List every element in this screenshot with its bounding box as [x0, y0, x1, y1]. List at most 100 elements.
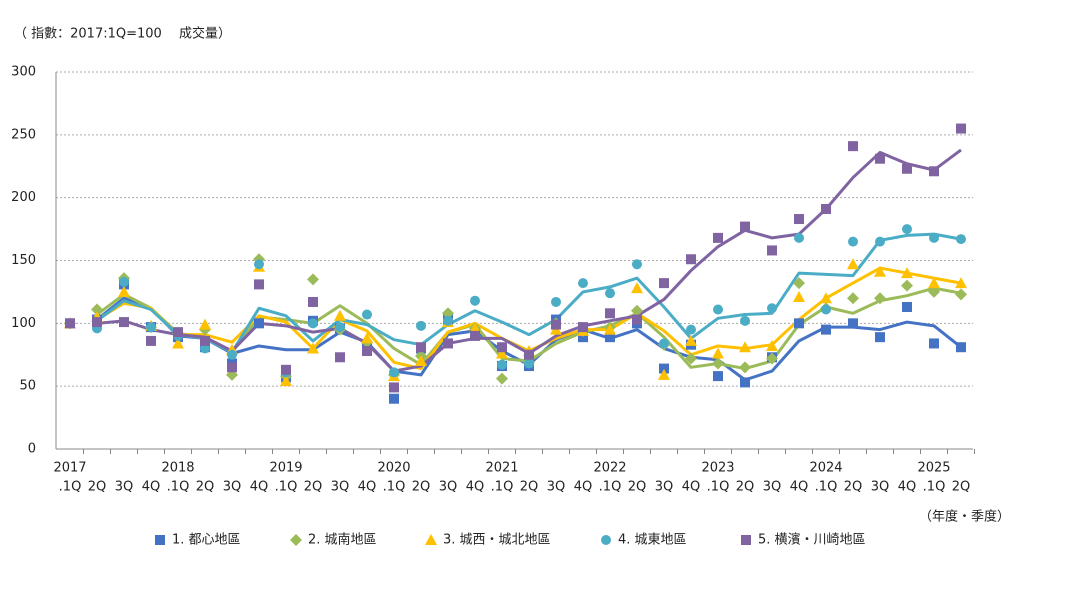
- marker: [902, 224, 912, 235]
- marker: [794, 214, 804, 225]
- x-tick-label: 4Q: [682, 480, 701, 495]
- y-tick-label: 150: [11, 253, 36, 268]
- marker: [955, 277, 967, 289]
- x-year-label: 2021: [485, 461, 518, 476]
- trend-line: [96, 232, 962, 354]
- marker: [767, 245, 777, 256]
- x-tick-label: 3Q: [115, 480, 134, 495]
- x-year-label: 2017: [53, 461, 86, 476]
- marker: [442, 307, 454, 320]
- x-tick-label: .1Q: [923, 480, 946, 495]
- x-tick-label: 3Q: [763, 480, 782, 495]
- x-tick-label: 4Q: [358, 480, 377, 495]
- marker: [227, 362, 237, 373]
- marker: [362, 309, 372, 320]
- marker: [901, 267, 913, 279]
- legend-entry: 1. 都心地區: [155, 533, 241, 548]
- x-year-label: 2025: [917, 461, 950, 476]
- marker: [766, 339, 778, 351]
- x-tick-label: .1Q: [491, 480, 514, 495]
- marker: [308, 318, 318, 329]
- marker: [928, 277, 940, 289]
- marker: [470, 330, 480, 341]
- marker: [604, 323, 616, 335]
- y-tick-label: 300: [11, 65, 36, 80]
- marker: [929, 338, 939, 349]
- marker: [793, 290, 805, 302]
- marker: [875, 332, 885, 343]
- x-tick-label: 4Q: [898, 480, 917, 495]
- marker: [659, 278, 669, 289]
- marker: [848, 141, 858, 152]
- x-tick-label: 3Q: [223, 480, 242, 495]
- marker: [524, 358, 534, 369]
- marker: [119, 276, 129, 287]
- marker: [848, 318, 858, 329]
- y-tick-label: 100: [11, 316, 36, 331]
- x-year-label: 2018: [161, 461, 194, 476]
- x-tick-label: 4Q: [250, 480, 269, 495]
- marker: [739, 341, 751, 353]
- marker: [605, 308, 615, 319]
- marker: [200, 343, 210, 354]
- marker: [956, 234, 966, 245]
- marker: [65, 318, 75, 329]
- x-axis-unit: （年度・季度）: [919, 509, 1010, 525]
- x-year-label: 2022: [593, 461, 626, 476]
- legend-entry: 3. 城西・城北地區: [425, 533, 551, 548]
- x-tick-label: 4Q: [790, 480, 809, 495]
- marker: [155, 535, 165, 545]
- marker: [496, 347, 508, 359]
- marker: [254, 259, 264, 270]
- marker: [631, 282, 643, 294]
- marker: [254, 318, 264, 329]
- marker: [469, 322, 481, 334]
- marker: [901, 279, 913, 292]
- marker: [551, 319, 561, 330]
- marker: [739, 361, 751, 374]
- y-tick-label: 250: [11, 127, 36, 142]
- marker: [712, 347, 724, 359]
- x-year-label: 2019: [269, 461, 302, 476]
- marker: [713, 304, 723, 315]
- marker: [874, 265, 886, 277]
- marker: [470, 295, 480, 306]
- x-tick-label: 3Q: [655, 480, 674, 495]
- x-tick-label: 3Q: [547, 480, 566, 495]
- marker: [254, 279, 264, 290]
- marker: [172, 337, 184, 349]
- marker: [821, 203, 831, 214]
- marker: [173, 327, 183, 338]
- marker: [902, 163, 912, 174]
- marker: [821, 304, 831, 315]
- marker: [118, 285, 130, 297]
- legend-entry: 5. 横濱・川崎地區: [741, 533, 866, 548]
- marker: [601, 535, 611, 545]
- marker: [290, 534, 302, 546]
- marker: [955, 288, 967, 301]
- legend-label: 5. 横濱・川崎地區: [758, 533, 866, 548]
- marker: [713, 371, 723, 382]
- marker: [497, 359, 507, 370]
- marker: [848, 236, 858, 247]
- marker: [632, 259, 642, 270]
- marker: [425, 534, 437, 545]
- x-tick-label: .1Q: [707, 480, 730, 495]
- marker: [874, 292, 886, 305]
- x-tick-label: 4Q: [142, 480, 161, 495]
- marker: [361, 332, 373, 344]
- marker: [821, 324, 831, 335]
- marker: [632, 314, 642, 325]
- marker: [902, 301, 912, 312]
- marker: [686, 324, 696, 335]
- marker: [578, 332, 588, 343]
- x-year-label: 2024: [809, 461, 842, 476]
- marker: [91, 303, 103, 316]
- x-tick-label: 3Q: [871, 480, 890, 495]
- marker: [389, 393, 399, 404]
- y-tick-label: 0: [28, 442, 36, 457]
- legend-entry: 2. 城南地區: [290, 532, 377, 548]
- marker: [335, 352, 345, 363]
- marker: [389, 382, 399, 393]
